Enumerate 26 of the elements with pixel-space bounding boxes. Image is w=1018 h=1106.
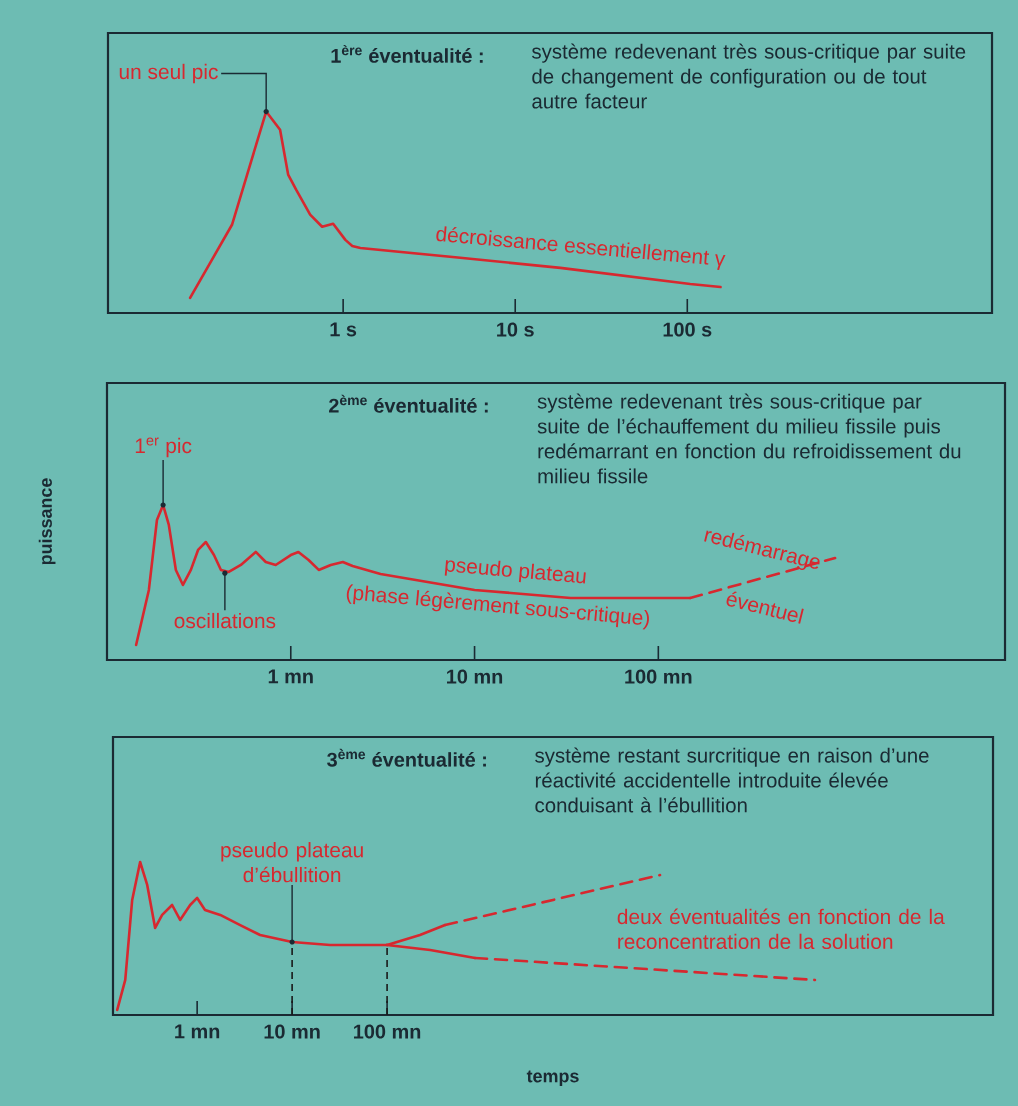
- x-tick-label: 1 mn: [175, 1024, 220, 1039]
- annotation: éventuel: [726, 591, 804, 624]
- x-tick-label: 10 mn: [447, 669, 503, 684]
- annotation: (phase légèrement sous-critique): [346, 584, 649, 630]
- x-tick-label: 100 mn: [625, 669, 692, 684]
- annotation: deux éventualités en fonction de la reconcentration de la solution: [617, 908, 945, 950]
- x-axis-title: temps: [526, 1070, 579, 1086]
- x-tick-label: 100 s: [663, 322, 712, 337]
- annotation: pseudo plateau d’ébullition: [221, 842, 363, 883]
- y-axis-title: puissance: [38, 478, 56, 565]
- x-tick-label: 100 mn: [354, 1024, 421, 1039]
- annotation: 1$^{er}$ pic: [135, 437, 192, 458]
- chart-title: 2$^{ème}$ éventualité :: [329, 394, 488, 413]
- annotation: oscillations: [174, 612, 276, 629]
- chart-subtitle: système redevenant très sous-critique par suite de l’échauffement du milieu fissile puis redémarrant en fonction du refroidissement du milieu fissile: [537, 393, 961, 484]
- chart-subtitle: système restant surcritique en raison d’une réactivité accidentelle introduite élevée conduisant à l’ébullition: [535, 747, 929, 813]
- chart-title: 1$^{ère}$ éventualité :: [331, 44, 483, 63]
- x-tick-label: 1 s: [330, 322, 357, 337]
- chart-subtitle: système redevenant très sous-critique par suite de changement de configuration ou de tout autre facteur: [531, 43, 966, 109]
- chart-title: 3$^{ème}$ éventualité :: [327, 748, 486, 767]
- annotation: pseudo plateau: [444, 560, 586, 584]
- x-tick-label: 10 mn: [264, 1024, 320, 1039]
- annotation: décroissance essentiellement γ: [436, 226, 726, 270]
- annotation: un seul pic: [119, 63, 218, 84]
- x-tick-label: 10 s: [497, 322, 534, 337]
- x-tick-label: 1 mn: [268, 669, 313, 684]
